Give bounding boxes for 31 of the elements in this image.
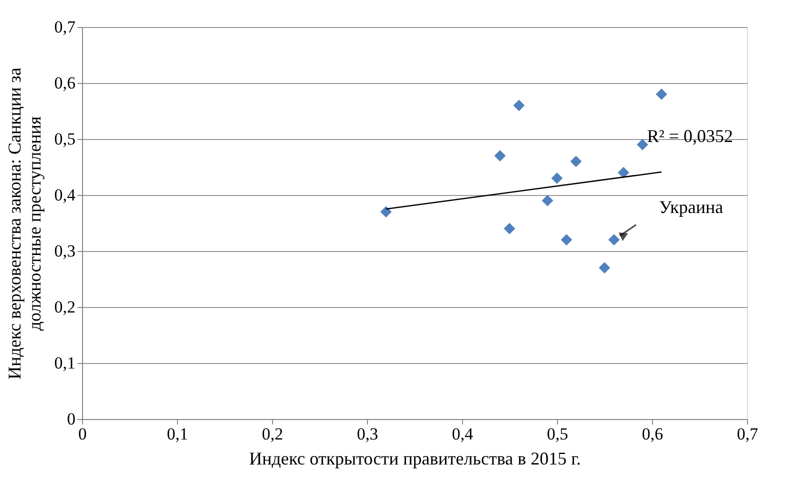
y-tick-label: 0,3 — [54, 242, 76, 260]
x-tick-label: 0,5 — [546, 424, 568, 444]
x-tick-label: 0,6 — [642, 424, 664, 444]
point — [598, 262, 610, 274]
y-tick-label: 0,4 — [54, 186, 76, 204]
point — [494, 150, 506, 162]
x-tick-label: 0,3 — [356, 424, 378, 444]
y-tick-label: 0,5 — [54, 130, 76, 148]
y-tick-label: 0,7 — [54, 18, 76, 36]
annotation: Украина — [659, 196, 724, 217]
point — [504, 222, 516, 234]
point — [656, 88, 668, 100]
x-tick-label: 0,7 — [736, 424, 759, 444]
y-tick-label: 0,1 — [54, 354, 76, 372]
point — [570, 156, 582, 168]
point — [560, 234, 572, 246]
point — [636, 138, 648, 150]
point — [551, 172, 563, 184]
y-tick-label: 0 — [67, 410, 76, 428]
y-axis-title: Индекс верховенства закона: Санкции за должностные преступления — [4, 68, 44, 380]
x-tick-label: 0,2 — [262, 424, 284, 444]
x-tick-label: 0,4 — [452, 424, 474, 444]
y-tick-label: 0,2 — [54, 298, 76, 316]
x-axis-title: Индекс открытости правительства в 2015 г. — [249, 448, 581, 468]
point — [513, 100, 525, 112]
point — [618, 166, 630, 178]
point — [542, 194, 554, 206]
point — [608, 234, 620, 246]
y-tick-label: 0,6 — [54, 74, 76, 92]
x-tick-label: 0,1 — [166, 424, 188, 444]
annotation: R² = 0,0352 — [647, 126, 734, 146]
